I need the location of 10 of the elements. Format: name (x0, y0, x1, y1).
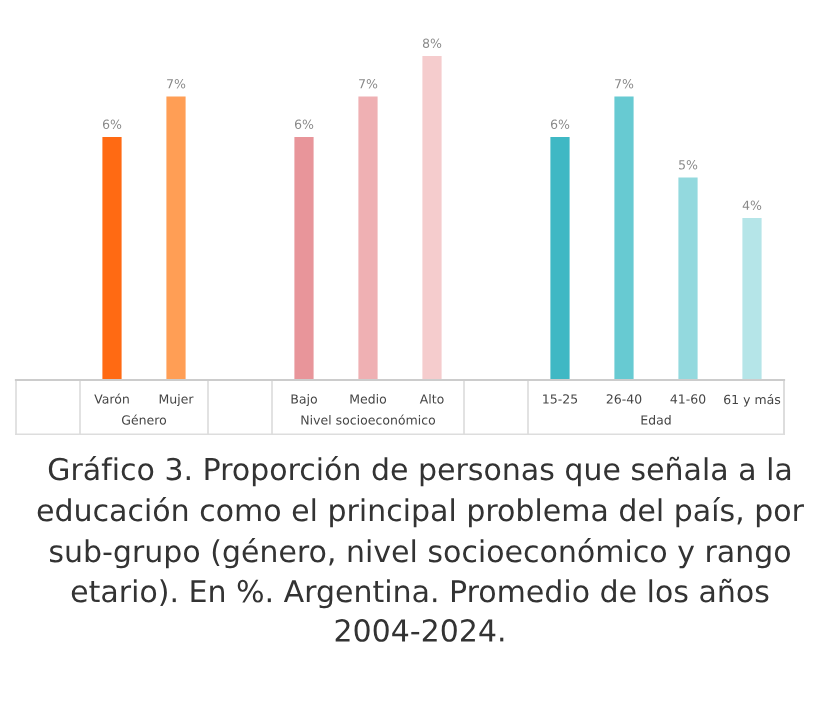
bar (358, 96, 378, 380)
bar (294, 136, 314, 380)
bar (678, 177, 698, 380)
bar (742, 217, 762, 380)
bar (422, 55, 442, 380)
bar (166, 96, 186, 380)
bar (550, 136, 570, 380)
bar (614, 96, 634, 380)
bar (102, 136, 122, 380)
text: Gráfico 3. Proporción de personas que señala a la educación como el principal problema del país, por sub-grupo (género, nivel socioeconómico y rango etario). En %. Argentina. Promedio de los años 2004-2024. (37, 456, 804, 642)
